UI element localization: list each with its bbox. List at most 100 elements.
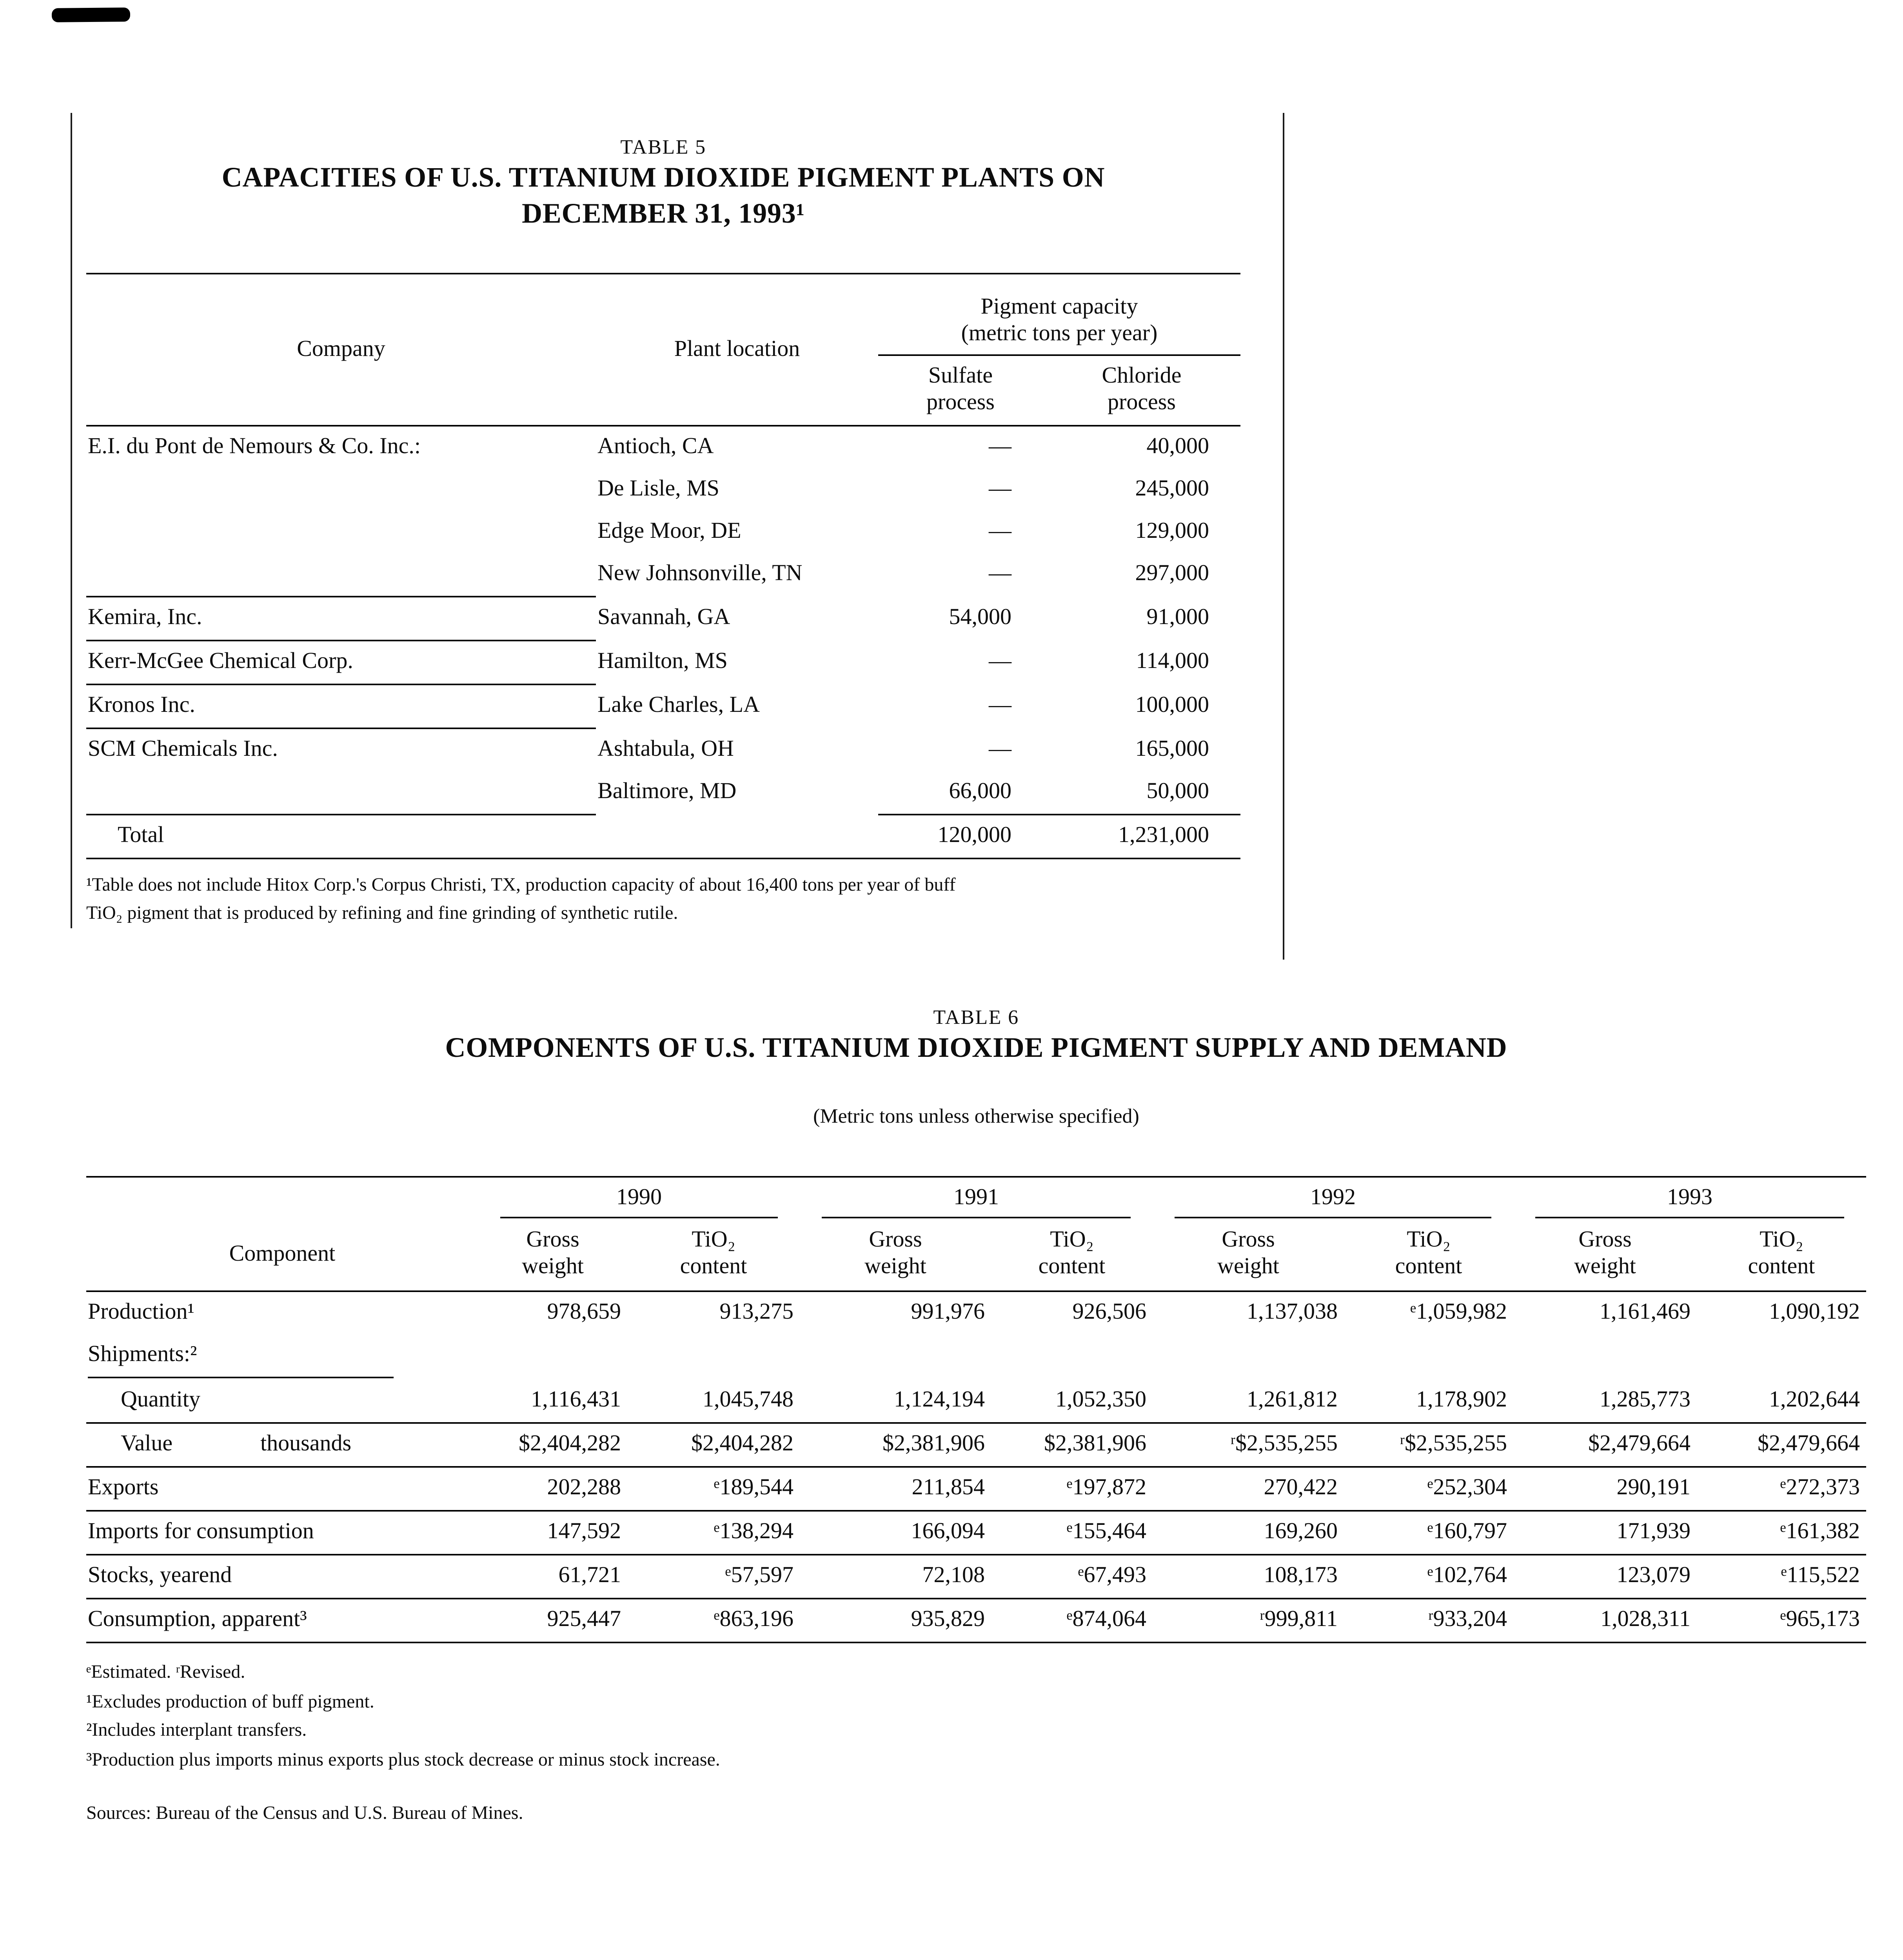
shipments-label: Shipments:² — [88, 1336, 394, 1378]
table5-footnotes: ¹Table does not include Hitox Corp.'s Co… — [86, 870, 1240, 927]
table-row: Value thousands $2,404,282 $2,404,282 $2,… — [86, 1423, 1866, 1468]
column-header-gross-weight: Gross weight — [1153, 1218, 1344, 1292]
footnote-line: ³Production plus imports minus exports p… — [86, 1748, 720, 1770]
cell-value: 1,261,812 — [1153, 1380, 1344, 1424]
cell-value: 1,045,748 — [627, 1380, 800, 1424]
cell-value: ᵉ272,373 — [1697, 1467, 1866, 1512]
table6-footnotes: ᵉEstimated. ʳRevised. ¹Excludes producti… — [86, 1657, 1866, 1774]
cell-value: ʳ$2,535,255 — [1153, 1423, 1344, 1468]
cell-plant-location: Lake Charles, LA — [597, 693, 760, 718]
table6-section: TABLE 6 COMPONENTS OF U.S. TITANIUM DIOX… — [86, 1004, 1866, 1826]
cell-company — [86, 469, 596, 511]
cell-value: $2,404,282 — [627, 1423, 800, 1468]
table-row: Imports for consumption 147,592 ᵉ138,294… — [86, 1511, 1866, 1555]
cell-sulfate: 66,000 — [878, 771, 1043, 815]
cell-component: Value thousands — [86, 1423, 478, 1468]
cell-sulfate: — — [989, 693, 1011, 718]
year-header-1993: 1993 — [1513, 1177, 1866, 1218]
cell-plant-location: De Lisle, MS — [597, 477, 719, 502]
cell-value: 1,028,311 — [1600, 1607, 1691, 1632]
cell-value: ᵉ161,382 — [1697, 1511, 1866, 1555]
column-header-gross-weight: Gross weight — [800, 1218, 991, 1292]
cell-plant-location: Ashtabula, OH — [597, 737, 734, 762]
cell-chloride: 114,000 — [1136, 649, 1209, 674]
cell-value — [627, 1334, 800, 1380]
cell-value: ᵉ138,294 — [627, 1511, 800, 1555]
cell-sulfate: 120,000 — [937, 823, 1012, 848]
year-header-1990: 1990 — [478, 1177, 800, 1218]
cell-value: 166,094 — [800, 1511, 991, 1555]
table-row: Kemira, Inc. Savannah, GA 54,000 91,000 — [86, 597, 1240, 641]
cell-value — [991, 1334, 1153, 1380]
cell-company: Kemira, Inc. — [86, 597, 596, 641]
table5-header: Company Plant location Pigment capacity … — [86, 274, 1240, 426]
cell-sulfate: — — [989, 434, 1011, 459]
table-row: Stocks, yearend 61,721 ᵉ57,597 72,108 ᵉ6… — [86, 1555, 1866, 1599]
cell-value: 290,191 — [1513, 1467, 1697, 1512]
column-rule-right — [1283, 113, 1284, 960]
cell-company: E.I. du Pont de Nemours & Co. Inc.: — [88, 434, 421, 459]
year-label: 1991 — [822, 1185, 1131, 1218]
cell-component: Quantity — [86, 1380, 478, 1424]
cell-value: 1,202,644 — [1697, 1380, 1866, 1424]
cell-value: $2,381,906 — [800, 1423, 991, 1468]
cell-value: 1,124,194 — [800, 1380, 991, 1424]
year-header-1991: 1991 — [800, 1177, 1153, 1218]
cell-value: 913,275 — [719, 1300, 794, 1325]
column-group-pigment-capacity: Pigment capacity (metric tons per year) — [878, 274, 1240, 356]
cell-value: 72,108 — [800, 1555, 991, 1599]
footnote-line: ¹Excludes production of buff pigment. — [86, 1690, 374, 1712]
column-header-sulfate-process: Sulfate process — [878, 355, 1043, 426]
table-row: Shipments:² — [86, 1334, 1866, 1380]
cell-value: 171,939 — [1513, 1511, 1697, 1555]
cell-value: 1,052,350 — [991, 1380, 1153, 1424]
table-row: SCM Chemicals Inc. Ashtabula, OH — 165,0… — [86, 728, 1240, 771]
cell-value — [1153, 1334, 1344, 1380]
cell-company: Total — [118, 823, 164, 848]
cell-value: 991,976 — [911, 1300, 985, 1325]
table-row: Edge Moor, DE — 129,000 — [86, 511, 1240, 554]
cell-value: ᵉ115,522 — [1697, 1555, 1866, 1599]
cell-component: Exports — [86, 1467, 478, 1512]
cell-chloride: 50,000 — [1043, 771, 1240, 815]
cell-value: 926,506 — [1072, 1300, 1147, 1325]
table6: 1990 1991 1992 1993 Component Gross weig… — [86, 1176, 1866, 1643]
cell-chloride: 129,000 — [1135, 519, 1209, 544]
cell-component: Imports for consumption — [86, 1511, 478, 1555]
cell-value: 270,422 — [1153, 1467, 1344, 1512]
cell-value: ᵉ160,797 — [1344, 1511, 1513, 1555]
table6-label: TABLE 6 — [933, 1005, 1019, 1029]
table5-total-row: Total 120,000 1,231,000 — [86, 815, 1240, 858]
column-header-gross-weight: Gross weight — [478, 1218, 627, 1292]
cell-plant-location — [596, 815, 878, 858]
cell-value: ᵉ1,059,982 — [1410, 1300, 1507, 1325]
table-row: Consumption, apparent³ 925,447 ᵉ863,196 … — [86, 1599, 1866, 1642]
table-row: Baltimore, MD 66,000 50,000 — [86, 771, 1240, 815]
column-header-component: Component — [86, 1218, 478, 1292]
cell-value: ʳ999,811 — [1260, 1607, 1338, 1632]
cell-value: ᵉ57,597 — [627, 1555, 800, 1599]
cell-sulfate: — — [989, 737, 1011, 762]
cell-value: ᵉ102,764 — [1344, 1555, 1513, 1599]
cell-value: 925,447 — [547, 1607, 621, 1632]
cell-value: ᵉ197,872 — [991, 1467, 1153, 1512]
table-row: Kerr-McGee Chemical Corp. Hamilton, MS —… — [86, 641, 1240, 685]
cell-value: $2,404,282 — [478, 1423, 627, 1468]
cell-plant-location: Antioch, CA — [597, 434, 714, 459]
cell-plant-location: Hamilton, MS — [597, 649, 728, 674]
cell-component: Consumption, apparent³ — [88, 1607, 307, 1632]
cell-value: ᵉ189,544 — [627, 1467, 800, 1512]
year-header-1992: 1992 — [1153, 1177, 1513, 1218]
scan-artifact — [51, 7, 131, 22]
cell-value: 935,829 — [911, 1607, 985, 1632]
cell-chloride: 91,000 — [1146, 605, 1209, 630]
table-row: Production¹ 978,659 913,275 991,976 926,… — [86, 1291, 1866, 1334]
cell-sulfate: 54,000 — [949, 605, 1012, 630]
table5-title-line1: CAPACITIES OF U.S. TITANIUM DIOXIDE PIGM… — [222, 162, 1105, 193]
table-row: Quantity 1,116,431 1,045,748 1,124,194 1… — [86, 1380, 1866, 1424]
cell-company — [86, 511, 596, 554]
cell-value: 978,659 — [547, 1300, 621, 1325]
cell-value: 123,079 — [1513, 1555, 1697, 1599]
cell-sulfate: — — [989, 562, 1011, 587]
